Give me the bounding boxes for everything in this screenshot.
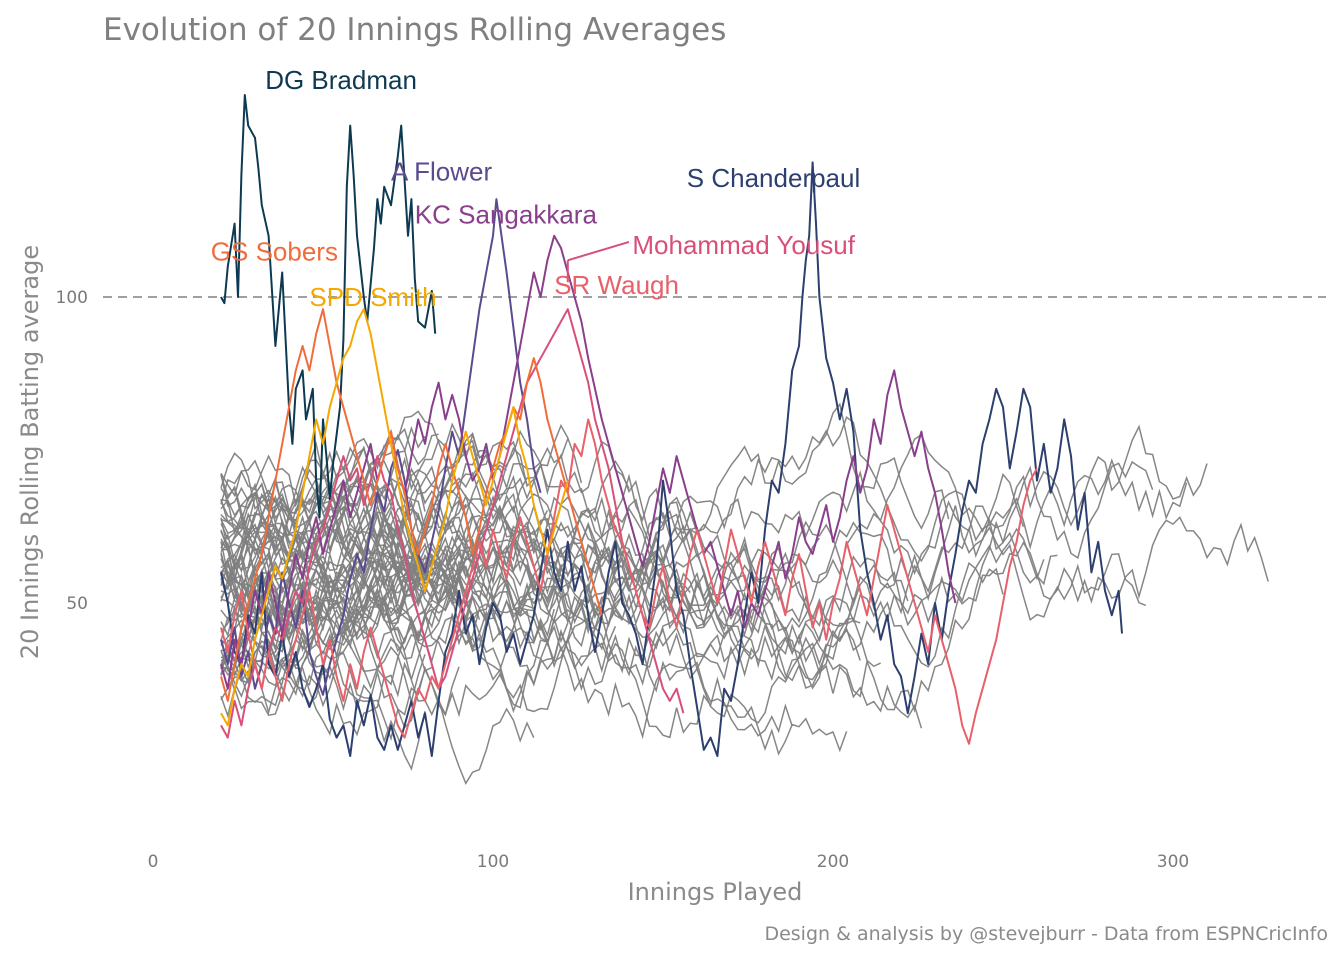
series-label: SPD Smith [309,282,436,312]
series-line-mohammad-yousuf [220,308,685,739]
series-label: GS Sobers [211,236,338,266]
chart-title: Evolution of 20 Innings Rolling Averages [103,12,726,48]
background-series-line [220,562,467,627]
label-leader-line [567,240,630,262]
x-axis-title: Innings Played [628,878,803,906]
background-series-line [220,415,1188,586]
x-tick-label: 200 [817,852,849,872]
series-label: DG Bradman [265,65,417,95]
label-leaders [566,240,630,283]
x-tick-label: 100 [477,852,509,872]
series-label: A Flower [391,157,492,187]
y-tick-label: 50 [66,594,88,614]
y-axis-title: 20 Innings Rolling Batting average [16,245,44,659]
series-line-spd-smith [220,308,569,727]
series-line-dg-bradman [220,94,437,519]
background-series-line [220,624,433,737]
series-label: KC Sangakkara [415,200,598,230]
series-line-kc-sangakkara [220,234,957,690]
series-line-gs-sobers [220,308,603,702]
background-series-line [220,517,909,681]
series-line-s-chanderpaul [220,161,1123,757]
series-line-sr-waugh [220,418,1038,745]
series-labels: DG Bradman A Flower S Chanderpaul KC Sangak… [211,65,860,312]
caption: Design & analysis by @stevejburr - Data … [764,923,1328,945]
background-series-line [220,640,460,742]
series-label: Mohammad Yousuf [632,230,855,260]
highlight-series [220,94,1123,757]
background-series-line [220,459,426,571]
series-label: S Chanderpaul [687,163,860,193]
series-line-a-flower [220,198,542,696]
y-axis-ticks: 50 100 [56,288,88,614]
background-series-line [220,449,501,659]
y-tick-label: 100 [56,288,88,308]
x-tick-label: 300 [1157,852,1189,872]
x-axis-ticks: 0 100 200 300 [148,852,1190,872]
background-series-line [220,433,1025,622]
series-label: SR Waugh [554,270,679,300]
background-series-line [220,512,1058,713]
x-tick-label: 0 [148,852,159,872]
background-series-line [220,542,881,681]
